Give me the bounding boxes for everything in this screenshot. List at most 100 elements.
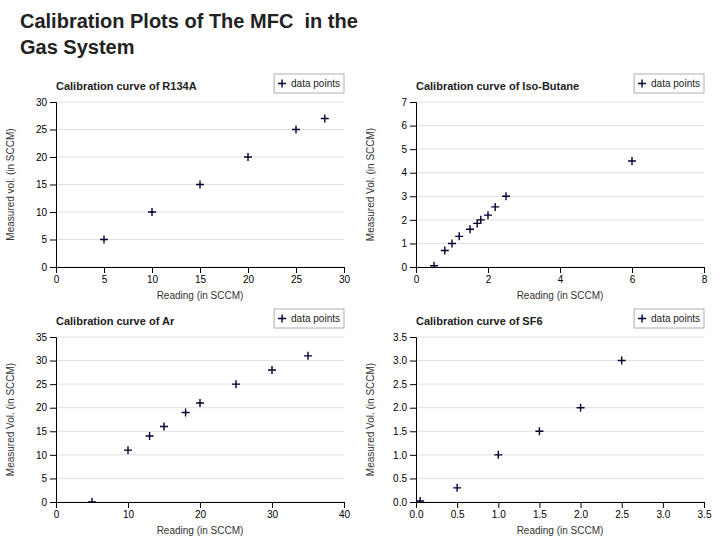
point <box>160 423 168 431</box>
tick-label: 20 <box>243 274 255 285</box>
point <box>148 208 156 216</box>
tick-label: 0 <box>54 509 60 520</box>
point <box>453 484 461 492</box>
tick-mark <box>410 384 416 385</box>
point <box>491 203 499 211</box>
legend: data points <box>634 309 704 328</box>
tick-label: 0.0 <box>393 497 407 508</box>
point <box>244 153 252 161</box>
tick-label: 25 <box>36 379 48 390</box>
axis-line <box>410 103 417 268</box>
grid-line <box>56 478 344 479</box>
tick: 2.0 <box>393 402 416 413</box>
grid-line <box>56 431 344 432</box>
y-axis: 0.00.51.01.52.02.53.03.5 <box>393 332 416 508</box>
tick: 10 <box>147 267 159 285</box>
tick-label: 5 <box>41 473 47 484</box>
grid-line <box>416 102 704 103</box>
tick: 20 <box>36 152 56 163</box>
y-grid <box>416 337 704 502</box>
tick: 25 <box>291 267 303 285</box>
axis-line <box>50 103 57 268</box>
tick-mark <box>410 149 416 150</box>
tick: 6 <box>630 267 636 285</box>
grid-line <box>416 337 704 338</box>
tick-mark <box>272 502 273 508</box>
grid-line <box>416 407 704 408</box>
point <box>182 408 190 416</box>
tick-mark <box>457 502 458 508</box>
x-axis: 051015202530 <box>54 267 351 285</box>
grid-line <box>416 196 704 197</box>
tick: 5 <box>401 144 416 155</box>
subplot-title: Calibration curve of R134A <box>56 80 197 92</box>
tick: 0 <box>414 267 420 285</box>
grid-line <box>416 149 704 150</box>
point <box>292 126 300 134</box>
tick-label: 2.5 <box>393 379 407 390</box>
y-axis-title: Measured vol. (in SCCM) <box>5 128 16 240</box>
tick-mark <box>410 220 416 221</box>
tick: 10 <box>36 450 56 461</box>
tick-label: 3.5 <box>393 332 407 343</box>
tick: 1.5 <box>533 502 547 520</box>
tick-mark <box>410 173 416 174</box>
tick-label: 25 <box>291 274 303 285</box>
tick-label: 6 <box>630 274 636 285</box>
tick-mark <box>632 267 633 273</box>
tick-label: 5 <box>401 144 407 155</box>
y-axis: 05101520253035 <box>36 332 57 508</box>
grid-line <box>56 454 344 455</box>
tick-mark <box>50 267 56 268</box>
tick-mark <box>50 502 56 503</box>
tick: 2.0 <box>574 502 588 520</box>
tick: 30 <box>267 502 279 520</box>
grid-line <box>416 431 704 432</box>
tick: 1.5 <box>393 426 416 437</box>
legend: data points <box>274 309 344 328</box>
tick-label: 5 <box>41 234 47 245</box>
tick-label: 0 <box>41 262 47 273</box>
y-axis: 051015202530 <box>36 97 57 273</box>
tick: 0 <box>54 267 60 285</box>
tick-mark <box>410 102 416 103</box>
tick-label: 3.0 <box>656 509 670 520</box>
tick-label: 15 <box>36 179 48 190</box>
tick: 4 <box>401 167 416 178</box>
tick-label: 30 <box>267 509 279 520</box>
point <box>430 262 438 267</box>
tick-label: 40 <box>339 509 351 520</box>
subplot: 0.00.51.01.52.02.53.03.50.00.51.01.52.02… <box>365 309 712 536</box>
point <box>494 451 502 459</box>
legend-frame <box>634 309 704 328</box>
point <box>502 192 510 200</box>
tick: 40 <box>339 502 351 520</box>
legend-frame <box>274 309 344 328</box>
tick-label: 15 <box>36 426 48 437</box>
points <box>88 352 312 502</box>
y-axis-title: Measured Vol. (in SCCM) <box>365 128 376 241</box>
grid-line <box>416 478 704 479</box>
point <box>232 380 240 388</box>
tick: 20 <box>36 402 56 413</box>
figure-title: Calibration Plots of The MFC in the <box>20 10 358 32</box>
tick-label: 10 <box>36 207 48 218</box>
tick-mark <box>296 267 297 273</box>
tick: 6 <box>401 120 416 131</box>
legend-label: data points <box>291 78 340 89</box>
point <box>484 211 492 219</box>
tick-label: 0.0 <box>410 509 424 520</box>
grid-line <box>56 407 344 408</box>
grid-line <box>56 129 344 130</box>
point <box>466 225 474 233</box>
tick: 20 <box>195 502 207 520</box>
subplot-title: Calibration curve of SF6 <box>416 315 543 327</box>
tick-mark <box>50 102 56 103</box>
tick-mark <box>50 185 56 186</box>
tick-mark <box>498 502 499 508</box>
tick-label: 30 <box>339 274 351 285</box>
tick-mark <box>200 502 201 508</box>
tick-label: 8 <box>702 274 708 285</box>
x-axis-title: Reading (in SCCM) <box>517 290 604 301</box>
tick-mark <box>344 267 345 273</box>
